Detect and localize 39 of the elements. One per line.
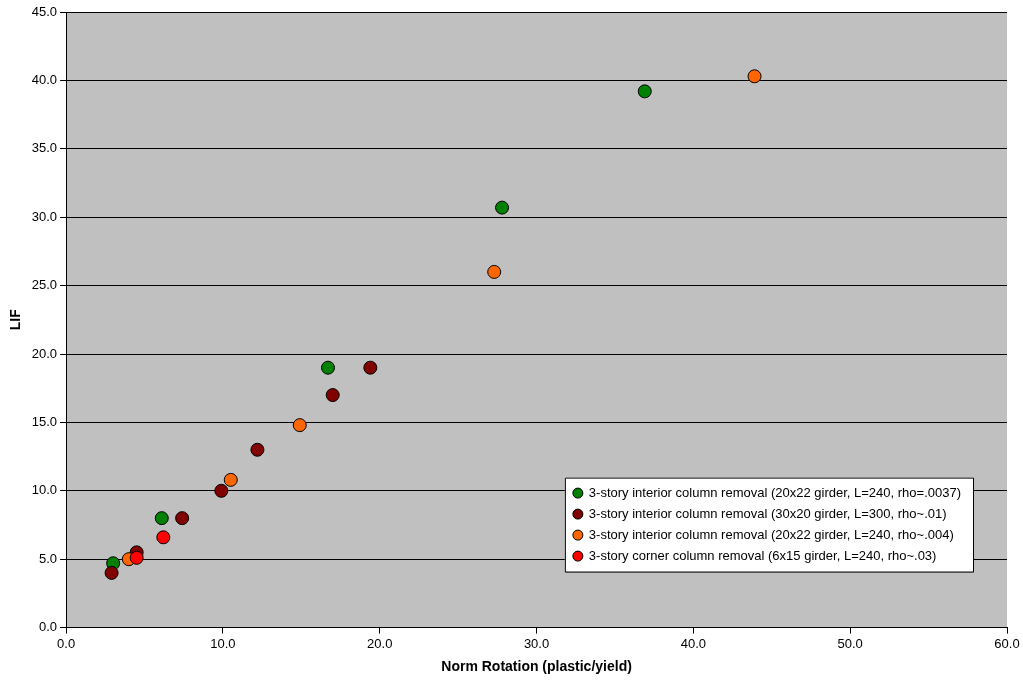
y-tick-label: 45.0 [31, 3, 58, 19]
x-tick-label: 0.0 [57, 635, 76, 651]
legend-label: 3-story interior column removal (20x22 girder, L=240, rho=.0037) [588, 484, 961, 500]
x-tick-label: 20.0 [367, 635, 393, 651]
y-tick-label: 0.0 [39, 619, 58, 635]
point [495, 200, 510, 215]
y-tick-label: 30.0 [31, 208, 58, 224]
point [175, 511, 190, 526]
y-axis-title: LIF [7, 308, 24, 331]
x-axis-title: Norm Rotation (plastic/yield) [441, 658, 632, 675]
y-tick-label: 10.0 [31, 482, 58, 498]
point [250, 442, 265, 457]
point [637, 84, 652, 99]
point [747, 69, 762, 84]
point [156, 530, 171, 545]
x-tick-label: 30.0 [523, 635, 550, 651]
x-tick-label: 40.0 [680, 635, 707, 651]
x-tick-label: 10.0 [210, 635, 236, 651]
y-tick-label: 40.0 [31, 71, 58, 87]
point [363, 360, 378, 375]
point [487, 264, 502, 279]
point [292, 418, 307, 433]
point [129, 550, 144, 565]
point [223, 472, 238, 487]
y-tick-label: 25.0 [31, 277, 58, 293]
point [214, 483, 229, 498]
point [325, 388, 340, 403]
point [104, 565, 119, 580]
legend-label: 3-story corner column removal (6x15 girder, L=240, rho~.03) [588, 547, 937, 563]
y-tick-label: 20.0 [31, 345, 58, 361]
y-tick-label: 35.0 [31, 140, 58, 156]
legend-label: 3-story interior column removal (30x20 girder, L=300, rho~.01) [588, 505, 947, 521]
x-tick-label: 60.0 [994, 635, 1020, 651]
point [154, 511, 169, 526]
legend-label: 3-story interior column removal (20x22 girder, L=240, rho~.004) [588, 526, 954, 542]
y-tick-label: 15.0 [31, 413, 58, 429]
x-tick-label: 50.0 [837, 635, 863, 651]
y-tick-label: 5.0 [39, 550, 58, 566]
point [320, 360, 335, 375]
